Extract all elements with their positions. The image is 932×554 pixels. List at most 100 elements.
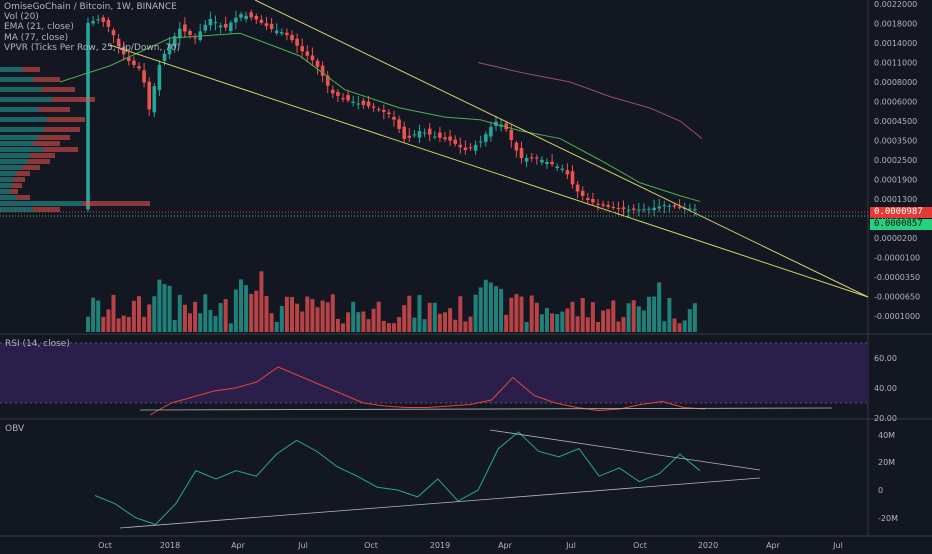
- volume-bar: [463, 321, 468, 332]
- volume-bar: [412, 317, 417, 332]
- volume-bar: [448, 308, 453, 332]
- chart-legend: OmiseGoChain / Bitcoin, 1W, BINANCE Vol …: [4, 2, 180, 53]
- rsi-tick-label: 20.00: [874, 414, 897, 423]
- volume-bar: [157, 279, 162, 332]
- volume-bar: [514, 294, 519, 332]
- vpvr-up-bar: [0, 171, 17, 176]
- time-tick-label: Apr: [498, 541, 513, 550]
- volume-bar: [677, 323, 682, 332]
- rsi-line: [149, 366, 706, 416]
- volume-bar: [468, 316, 473, 332]
- vpvr-down-bar: [42, 147, 78, 152]
- volume-bar: [305, 296, 310, 332]
- volume-bar: [213, 316, 218, 332]
- volume-bar: [453, 319, 458, 332]
- candle-body: [320, 65, 325, 76]
- volume-bar: [346, 312, 351, 332]
- ema-indicator-label[interactable]: EMA (21, close): [4, 22, 74, 33]
- volume-bar: [147, 304, 152, 332]
- candle-body: [111, 30, 116, 36]
- volume-bar: [356, 312, 361, 332]
- candle-body: [443, 137, 447, 140]
- vpvr-down-bar: [44, 127, 80, 132]
- vpvr-down-bar: [33, 77, 60, 82]
- volume-bar: [652, 296, 657, 332]
- rsi-pane-label[interactable]: RSI (14, close): [5, 339, 70, 349]
- candle-body: [387, 112, 391, 115]
- candle-body: [157, 64, 162, 91]
- candle-body: [468, 147, 473, 149]
- volume-bar: [606, 309, 611, 332]
- volume-bar: [402, 305, 407, 332]
- candle-body: [361, 100, 366, 105]
- vol-indicator-label[interactable]: Vol (20): [4, 12, 39, 23]
- candle-body: [218, 25, 223, 28]
- volume-bar: [601, 310, 606, 332]
- vpvr-up-bar: [0, 195, 17, 200]
- volume-bar: [300, 311, 305, 332]
- volume-bar: [106, 309, 111, 332]
- candle-body: [300, 46, 304, 52]
- candle-body: [621, 207, 626, 210]
- volume-bar: [244, 285, 249, 332]
- volume-bar: [264, 296, 269, 332]
- candle-body: [193, 37, 197, 39]
- candle-body: [203, 24, 208, 31]
- candle-body: [478, 141, 483, 143]
- candle-body: [285, 32, 289, 36]
- volume-bar: [565, 308, 570, 332]
- vpvr-up-bar: [0, 67, 22, 72]
- volume-bar: [254, 290, 259, 332]
- candle-body: [106, 19, 111, 27]
- obv-pane-label[interactable]: OBV: [5, 424, 25, 434]
- candle-body: [142, 70, 146, 83]
- volume-bar: [443, 312, 447, 332]
- vpvr-down-bar: [82, 201, 150, 206]
- volume-bar: [361, 311, 366, 332]
- rsi-band: [0, 343, 868, 403]
- volume-group: [86, 271, 697, 332]
- time-tick-label: Apr: [766, 541, 781, 550]
- obv-tick-label: 20M: [878, 458, 895, 467]
- candle-body: [213, 22, 218, 24]
- price-tick-label: 0.0003500: [874, 137, 917, 146]
- ma-indicator-label[interactable]: MA (77, close): [4, 32, 69, 43]
- volume-bar: [534, 302, 539, 332]
- volume-bar: [616, 321, 621, 332]
- volume-bar: [203, 294, 208, 332]
- candle-body: [433, 136, 437, 138]
- volume-bar: [550, 313, 555, 332]
- price-tick-label: -0.0000650: [874, 293, 920, 302]
- volume-bar: [290, 297, 294, 332]
- candle-body: [458, 144, 463, 148]
- volume-bar: [647, 296, 651, 332]
- volume-bar: [386, 323, 391, 332]
- volume-bar: [101, 316, 106, 332]
- price-tick-label: 0.0018000: [874, 20, 917, 29]
- vpvr-down-bar: [12, 183, 22, 188]
- vpvr-up-bar: [0, 201, 83, 206]
- volume-bar: [483, 279, 488, 332]
- time-tick-label: Jul: [297, 541, 308, 550]
- volume-bar: [611, 300, 616, 332]
- candle-body: [560, 168, 565, 170]
- volume-bar: [672, 318, 677, 332]
- candle-body: [616, 207, 621, 209]
- vpvr-up-bar: [0, 77, 33, 82]
- vpvr-up-bar: [0, 97, 53, 102]
- symbol-label[interactable]: OmiseGoChain / Bitcoin, 1W, BINANCE: [4, 2, 177, 12]
- volume-bar: [407, 295, 412, 332]
- volume-bar: [432, 302, 437, 332]
- candle-body: [346, 95, 350, 101]
- obv-tick-label: -20M: [878, 514, 898, 523]
- vpvr-indicator-label[interactable]: VPVR (Ticks Per Row, 25, Up/Down, 70): [4, 42, 181, 53]
- volume-bar: [478, 287, 483, 332]
- volume-bar: [126, 317, 131, 332]
- volume-bar: [152, 296, 157, 332]
- volume-bar: [320, 300, 325, 332]
- candle-body: [172, 36, 177, 47]
- volume-bar: [519, 296, 524, 332]
- volume-bar: [585, 317, 590, 332]
- volume-bar: [295, 303, 300, 332]
